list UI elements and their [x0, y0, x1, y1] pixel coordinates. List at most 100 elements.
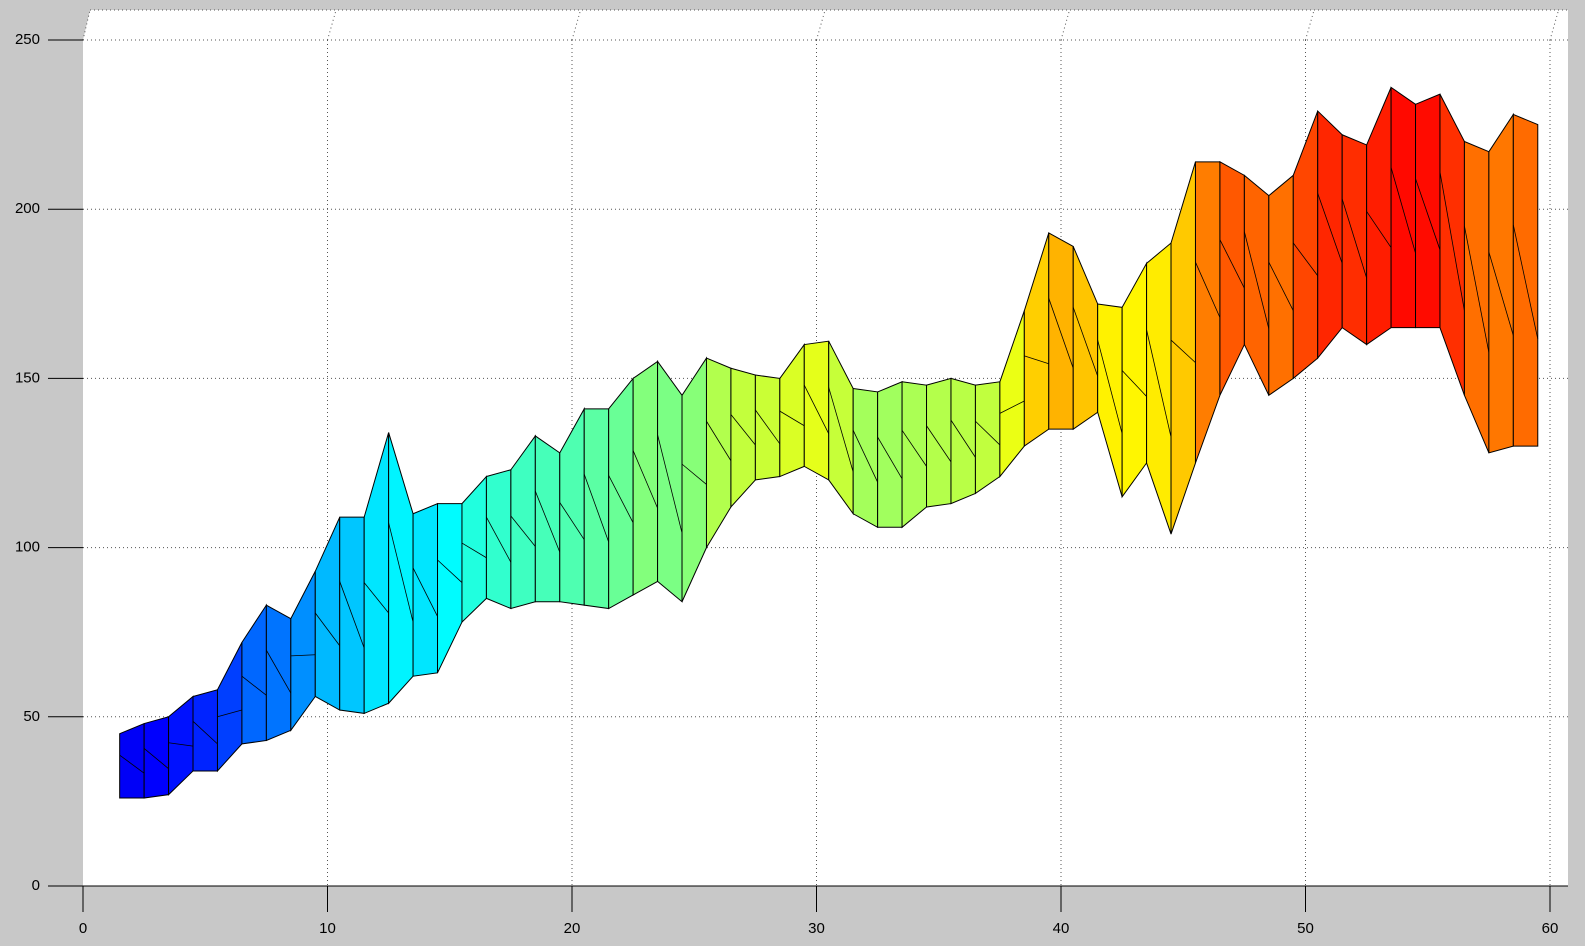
surface-edge: [608, 475, 634, 523]
surface-patch: [1048, 232, 1074, 430]
surface-edge: [412, 567, 438, 617]
surface-edge: [1317, 193, 1343, 264]
surface-edge: [143, 748, 169, 769]
surface-patch: [657, 359, 683, 603]
surface-edge: [168, 742, 194, 747]
surface-edge: [730, 414, 756, 446]
surface-edge: [999, 400, 1025, 414]
y-tick-label: 250: [15, 31, 40, 48]
surface-edge: [1268, 262, 1294, 311]
surface-patch: [412, 502, 439, 677]
surface-edge: [486, 516, 512, 563]
surface-edge: [681, 463, 707, 485]
surface-edge: [1121, 370, 1147, 397]
surface-edge: [583, 474, 610, 543]
surface-patch: [265, 604, 292, 742]
surface-edge: [657, 434, 683, 534]
surface-edge: [632, 450, 658, 509]
surface-patch: [1390, 86, 1417, 329]
x-tick-label: 10: [319, 920, 336, 937]
surface-edge: [388, 522, 414, 623]
x-tick-label: 50: [1297, 920, 1314, 937]
surface-edge: [510, 515, 536, 547]
surface-patch: [852, 387, 879, 529]
x-tick-label: 0: [79, 920, 87, 937]
surface-edge: [559, 502, 585, 540]
surface-patch: [608, 376, 634, 610]
surface-patch: [1488, 112, 1514, 454]
surface-edge: [192, 721, 218, 745]
surface-edge: [461, 542, 487, 559]
surface-edge: [1195, 262, 1221, 318]
surface-edge: [975, 420, 1001, 446]
surface-patch: [901, 381, 928, 529]
grid-line: [327, 11, 336, 41]
grid-line: [1305, 11, 1314, 41]
surface-patch: [974, 381, 1001, 495]
y-tick-label: 0: [32, 877, 40, 894]
grid-line: [571, 11, 581, 41]
surface-edge: [1292, 242, 1319, 276]
surface-patch: [926, 377, 952, 508]
surface-edge: [1390, 167, 1416, 254]
surface-patch: [877, 381, 903, 528]
surface-patch: [1415, 93, 1441, 329]
x-tick-label: 60: [1542, 920, 1559, 937]
surface-edge: [779, 410, 805, 427]
surface-patch: [950, 377, 976, 505]
surface-patch: [1268, 174, 1294, 397]
surface-edge: [314, 612, 341, 646]
surface-edge: [119, 754, 145, 774]
surface-edge: [1366, 211, 1392, 248]
surface-patch: [1317, 109, 1343, 360]
x-tick-label: 30: [808, 920, 825, 937]
grid-line: [1060, 11, 1070, 41]
surface-edge: [1439, 171, 1465, 311]
surface-edge: [950, 419, 976, 458]
surface-edge: [290, 654, 316, 657]
surface-edge: [828, 387, 854, 473]
surface-edge: [706, 421, 732, 461]
surface-edge: [1072, 307, 1099, 377]
surface-edge: [1488, 251, 1514, 336]
surface-edge: [1464, 226, 1490, 353]
surface-patch: [632, 360, 659, 596]
surface-edge: [755, 409, 781, 445]
surface-edge: [1243, 231, 1270, 329]
surface-edge: [803, 384, 830, 434]
surface-edge: [1219, 239, 1245, 289]
surface-edge: [852, 430, 878, 483]
surface-edge: [1146, 329, 1172, 438]
surface-edge: [926, 425, 952, 463]
surface-edge: [901, 430, 927, 467]
surface-edge: [363, 582, 389, 614]
surface-edge: [1512, 224, 1539, 340]
surface-edge: [1024, 355, 1049, 365]
y-tick-label: 100: [15, 539, 40, 556]
y-tick-label: 200: [15, 200, 40, 217]
surface-edge: [217, 709, 243, 718]
surface-patch: [803, 340, 830, 481]
surface-edge: [1097, 339, 1123, 434]
y-tick-label: 150: [15, 369, 40, 386]
surface-edge: [339, 581, 365, 649]
surface-patch: [143, 716, 170, 799]
surface-edge: [1341, 198, 1368, 279]
grid-line: [816, 11, 825, 41]
surface-edge: [266, 650, 292, 694]
y-tick-label: 50: [23, 708, 40, 725]
surface-edge: [241, 675, 267, 696]
surface-edge: [1048, 298, 1074, 369]
x-tick-label: 20: [564, 920, 581, 937]
surface-edge: [437, 559, 463, 583]
surface-patch: [192, 689, 218, 772]
surface-edge: [1415, 178, 1441, 250]
surface-patch: [534, 434, 561, 603]
surface-edge: [534, 491, 561, 553]
x-tick-label: 40: [1053, 920, 1070, 937]
surface-edge: [877, 436, 903, 479]
surface-patch: [119, 722, 145, 799]
grid-line: [1549, 11, 1559, 41]
